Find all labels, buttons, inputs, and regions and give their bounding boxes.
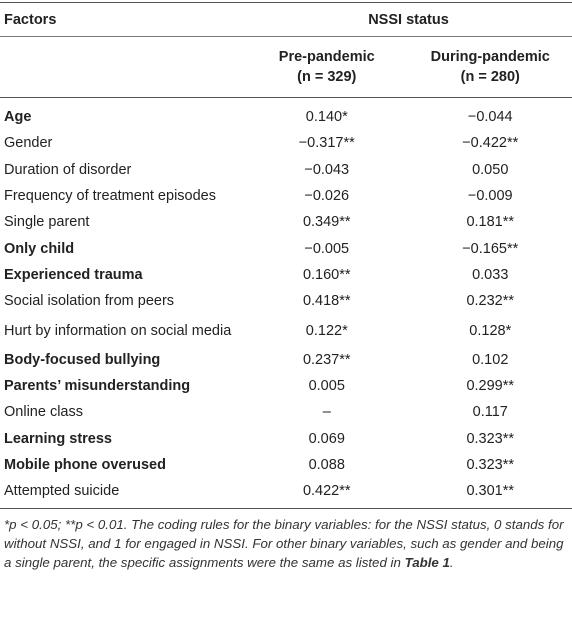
cell-value: 0.140*: [245, 98, 409, 131]
row-label: Experienced trauma: [0, 262, 245, 288]
cell-value: −0.009: [409, 183, 572, 209]
cell-value: 0.349**: [245, 209, 409, 235]
cell-value: –: [245, 399, 409, 425]
cell-value: 0.088: [245, 452, 409, 478]
row-label: Mobile phone overused: [0, 452, 245, 478]
row-label: Duration of disorder: [0, 157, 245, 183]
column-header: Pre-pandemic (n = 329): [245, 37, 409, 98]
factors-header: Factors: [0, 3, 245, 37]
table-row: Only child−0.005−0.165**: [0, 235, 572, 261]
cell-value: −0.422**: [409, 130, 572, 156]
cell-value: 0.005: [245, 373, 409, 399]
row-label: Attempted suicide: [0, 478, 245, 509]
row-label: Social isolation from peers: [0, 288, 245, 314]
table-row: Online class–0.117: [0, 399, 572, 425]
row-label: Age: [0, 98, 245, 131]
row-label: Parents’ misunderstanding: [0, 373, 245, 399]
row-label: Body-focused bullying: [0, 347, 245, 373]
cell-value: 0.117: [409, 399, 572, 425]
footnote-text: *p < 0.05; **p < 0.01. The coding rules …: [4, 517, 564, 570]
cell-value: 0.033: [409, 262, 572, 288]
sample-size: (n = 280): [461, 69, 520, 85]
column-name: Pre-pandemic: [279, 49, 375, 65]
group-header: NSSI status: [245, 3, 572, 37]
cell-value: 0.128*: [409, 314, 572, 346]
cell-value: 0.160**: [245, 262, 409, 288]
cell-value: 0.422**: [245, 478, 409, 509]
cell-value: 0.050: [409, 157, 572, 183]
cell-value: 0.102: [409, 347, 572, 373]
row-label: Online class: [0, 399, 245, 425]
row-label: Frequency of treatment episodes: [0, 183, 245, 209]
row-label: Single parent: [0, 209, 245, 235]
cell-value: −0.044: [409, 98, 572, 131]
cell-value: −0.005: [245, 235, 409, 261]
row-label: Learning stress: [0, 426, 245, 452]
footnote-end: .: [450, 555, 454, 570]
cell-value: 0.301**: [409, 478, 572, 509]
cell-value: 0.323**: [409, 452, 572, 478]
cell-value: 0.069: [245, 426, 409, 452]
sample-size: (n = 329): [297, 69, 356, 85]
cell-value: −0.165**: [409, 235, 572, 261]
cell-value: 0.299**: [409, 373, 572, 399]
row-label: Hurt by information on social media: [0, 314, 245, 346]
column-header: During-pandemic (n = 280): [409, 37, 572, 98]
data-table: Factors NSSI status Pre-pandemic (n = 329…: [0, 2, 572, 509]
cell-value: −0.317**: [245, 130, 409, 156]
cell-value: 0.232**: [409, 288, 572, 314]
row-label: Only child: [0, 235, 245, 261]
footnote-ref: Table 1: [405, 555, 450, 570]
cell-value: 0.323**: [409, 426, 572, 452]
table-row: Gender−0.317**−0.422**: [0, 130, 572, 156]
cell-value: −0.026: [245, 183, 409, 209]
table-row: Frequency of treatment episodes−0.026−0.…: [0, 183, 572, 209]
row-label: Gender: [0, 130, 245, 156]
column-name: During-pandemic: [431, 49, 550, 65]
cell-value: 0.237**: [245, 347, 409, 373]
cell-value: 0.418**: [245, 288, 409, 314]
cell-value: 0.122*: [245, 314, 409, 346]
cell-value: 0.181**: [409, 209, 572, 235]
footnote: *p < 0.05; **p < 0.01. The coding rules …: [0, 509, 572, 572]
cell-value: −0.043: [245, 157, 409, 183]
